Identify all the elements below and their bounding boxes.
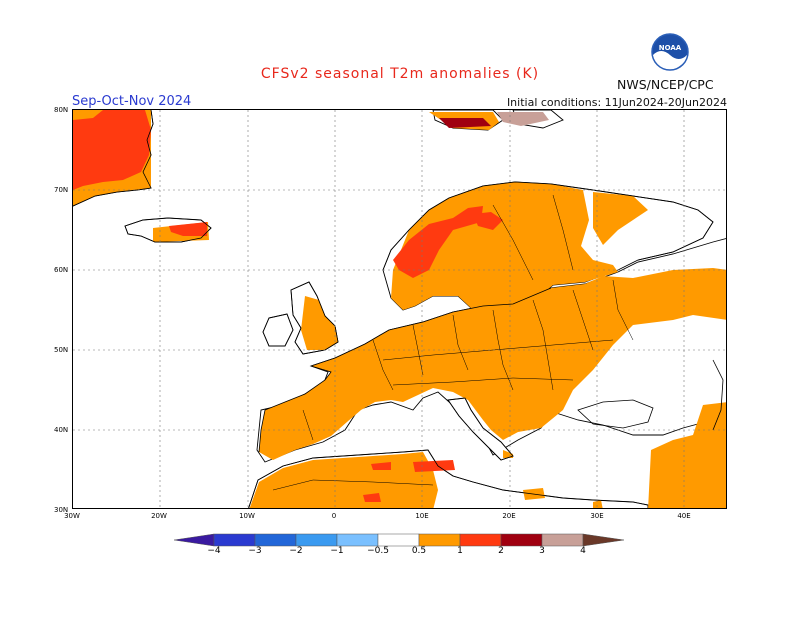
- map-panel: [72, 109, 727, 509]
- lon-label-0: 0: [331, 512, 337, 520]
- colorbar-label-0p5: 0.5: [411, 546, 427, 556]
- colorbar-label-minus-3: −3: [248, 546, 262, 556]
- colorbar-label-4: 4: [580, 546, 586, 556]
- graticule: [73, 110, 726, 508]
- colorbar-swatch-neutral: [377, 533, 420, 547]
- colorbar-swatch-minus-2-to-minus-1: [295, 533, 338, 547]
- colorbar-swatch-minus-3-to-minus-2: [254, 533, 297, 547]
- anomaly-fill-0p5-1: [73, 110, 726, 508]
- colorbar-swatch-1-to-2: [459, 533, 502, 547]
- lon-label-30w: 30W: [64, 512, 80, 520]
- colorbar-label-minus-0p5: −0.5: [367, 546, 389, 556]
- colorbar-swatch-minus-4-to-minus-3: [213, 533, 256, 547]
- colorbar-label-minus-4: −4: [207, 546, 221, 556]
- lat-label-60n: 60N: [54, 266, 69, 274]
- map-title: CFSv2 seasonal T2m anomalies (K): [260, 66, 540, 82]
- coastlines: [73, 110, 724, 508]
- colorbar-label-3: 3: [539, 546, 545, 556]
- colorbar-swatch-below-minus-4: [173, 533, 215, 547]
- colorbar-swatch-2-to-3: [500, 533, 543, 547]
- season-label: Sep-Oct-Nov 2024: [72, 94, 192, 109]
- colorbar-label-1: 1: [457, 546, 463, 556]
- colorbar-label-minus-2: −2: [289, 546, 303, 556]
- colorbar-label-minus-1: −1: [330, 546, 344, 556]
- lat-label-30n: 30N: [54, 506, 69, 514]
- lat-label-70n: 70N: [54, 186, 69, 194]
- lon-label-30e: 30E: [590, 512, 604, 520]
- lon-label-10e: 10E: [415, 512, 429, 520]
- lon-label-20e: 20E: [502, 512, 516, 520]
- lon-label-10w: 10W: [239, 512, 255, 520]
- logo-text: NOAA: [659, 44, 682, 52]
- anomaly-map: [73, 110, 726, 508]
- anomaly-fill-1-2: [73, 110, 503, 502]
- lat-label-80n: 80N: [54, 106, 69, 114]
- lat-label-50n: 50N: [54, 346, 69, 354]
- noaa-logo: NOAA: [651, 33, 689, 71]
- colorbar: [173, 533, 625, 547]
- colorbar-swatch-0p5-to-1: [418, 533, 461, 547]
- initial-conditions-label: Initial conditions: 11Jun2024-20Jun2024: [506, 96, 727, 109]
- colorbar-swatch-minus-1-to-minus-0p5: [336, 533, 379, 547]
- colorbar-swatch-3-to-4: [541, 533, 584, 547]
- anomaly-fill-2-3: [439, 118, 491, 128]
- lon-label-20w: 20W: [151, 512, 167, 520]
- lat-label-40n: 40N: [54, 426, 69, 434]
- colorbar-swatch-above-4: [582, 533, 625, 547]
- colorbar-label-2: 2: [498, 546, 504, 556]
- lon-label-40e: 40E: [677, 512, 691, 520]
- organization-label: NWS/NCEP/CPC: [617, 77, 714, 92]
